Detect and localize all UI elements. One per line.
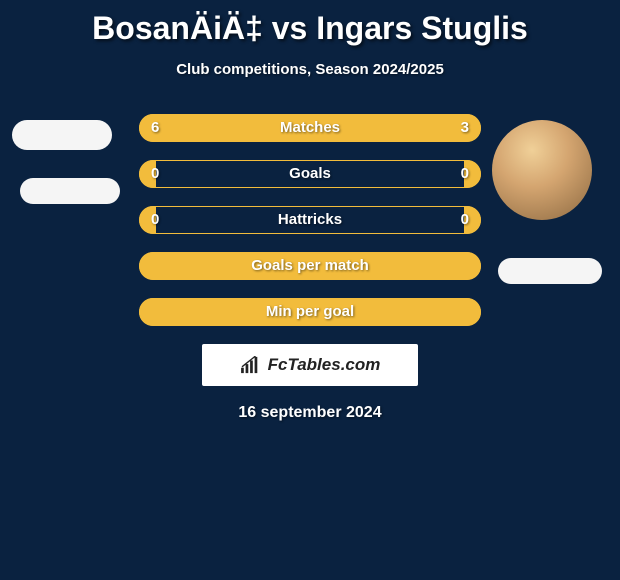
bar-label: Goals per match	[139, 252, 481, 280]
page-title: BosanÄiÄ‡ vs Ingars Stuglis	[0, 0, 620, 47]
bar-row-goals-per-match: Goals per match	[139, 252, 481, 280]
comparison-bars: 6 Matches 3 0 Goals 0 0 Hattricks 0 Goal…	[139, 114, 481, 326]
player-left-avatar	[12, 120, 112, 150]
bar-value-right: 0	[461, 206, 469, 234]
player-left-shadow	[20, 178, 120, 204]
bar-label: Hattricks	[139, 206, 481, 234]
bar-row-matches: 6 Matches 3	[139, 114, 481, 142]
bar-value-right: 3	[461, 114, 469, 142]
bar-row-min-per-goal: Min per goal	[139, 298, 481, 326]
page-subtitle: Club competitions, Season 2024/2025	[0, 61, 620, 78]
bar-row-hattricks: 0 Hattricks 0	[139, 206, 481, 234]
brand-box: FcTables.com	[202, 344, 418, 386]
bar-value-right: 0	[461, 160, 469, 188]
chart-icon	[240, 356, 262, 374]
bar-label: Matches	[139, 114, 481, 142]
date-text: 16 september 2024	[0, 404, 620, 422]
bar-row-goals: 0 Goals 0	[139, 160, 481, 188]
player-right-avatar	[492, 120, 592, 220]
bar-label: Min per goal	[139, 298, 481, 326]
brand-text: FcTables.com	[268, 355, 381, 375]
player-right-shadow	[498, 258, 602, 284]
bar-label: Goals	[139, 160, 481, 188]
